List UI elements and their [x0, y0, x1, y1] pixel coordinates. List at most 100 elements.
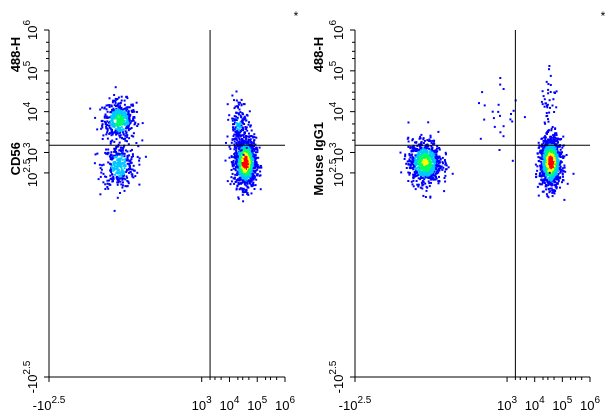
- event-point: [126, 168, 128, 171]
- event-point: [563, 166, 566, 169]
- event-point: [235, 125, 238, 128]
- event-point: [553, 111, 556, 113]
- event-point: [429, 165, 432, 168]
- event-point: [241, 190, 244, 193]
- event-point: [100, 164, 103, 167]
- event-point: [232, 117, 235, 120]
- event-point: [247, 156, 250, 159]
- event-point: [423, 153, 426, 155]
- event-point: [235, 160, 237, 163]
- event-point: [548, 111, 551, 114]
- event-point: [238, 163, 241, 165]
- event-point: [425, 172, 428, 175]
- event-point: [242, 156, 245, 159]
- x-tick-base: 10: [525, 398, 539, 413]
- corner-mark: *: [601, 9, 606, 23]
- event-point: [236, 116, 239, 119]
- event-point: [107, 148, 110, 151]
- event-point: [236, 172, 239, 175]
- event-point: [436, 147, 439, 150]
- event-point: [562, 157, 565, 159]
- event-point: [549, 187, 552, 190]
- event-point: [542, 95, 545, 98]
- event-point: [546, 195, 549, 198]
- event-point: [246, 168, 248, 171]
- event-point: [409, 159, 411, 162]
- event-point: [254, 151, 257, 154]
- event-point: [253, 158, 256, 161]
- event-point: [555, 168, 558, 171]
- event-point: [540, 175, 543, 178]
- event-point: [239, 142, 242, 145]
- event-point: [545, 154, 548, 157]
- y-tick-base: 10: [331, 148, 346, 162]
- event-point: [238, 142, 241, 145]
- event-point: [428, 170, 431, 173]
- event-point: [407, 180, 410, 182]
- event-point: [236, 139, 239, 142]
- event-point: [552, 155, 555, 158]
- event-point: [245, 184, 248, 187]
- event-point: [421, 171, 424, 174]
- event-point: [122, 120, 125, 123]
- y-tick-base: 10: [25, 148, 40, 162]
- event-point: [557, 173, 560, 176]
- event-point: [120, 95, 123, 98]
- event-point: [447, 166, 450, 169]
- event-point: [114, 161, 117, 163]
- event-point: [412, 179, 415, 182]
- event-point: [141, 122, 144, 125]
- event-point: [412, 173, 415, 176]
- event-point: [230, 156, 233, 159]
- event-point: [246, 114, 249, 117]
- event-point: [111, 125, 114, 128]
- event-point: [540, 166, 543, 169]
- event-point: [99, 175, 102, 178]
- event-point: [125, 132, 128, 135]
- event-point: [430, 164, 432, 166]
- event-point: [128, 120, 131, 123]
- event-point: [134, 122, 136, 125]
- event-point: [234, 126, 237, 129]
- x-tick-exponent: 4: [539, 395, 545, 406]
- event-point: [553, 152, 555, 155]
- event-point: [99, 108, 102, 111]
- event-point: [111, 133, 114, 136]
- event-point: [429, 152, 432, 154]
- event-point: [438, 148, 441, 151]
- event-point: [245, 177, 248, 180]
- event-point: [417, 185, 420, 188]
- event-point: [543, 174, 546, 177]
- event-point: [122, 147, 124, 150]
- event-point: [120, 146, 122, 149]
- event-point: [430, 156, 433, 159]
- event-point: [242, 142, 245, 145]
- event-point: [247, 163, 250, 166]
- event-point: [421, 187, 424, 190]
- event-point: [251, 184, 254, 187]
- event-point: [548, 138, 551, 141]
- event-point: [414, 168, 417, 170]
- event-point: [552, 98, 555, 101]
- event-point: [431, 178, 434, 181]
- event-point: [120, 154, 123, 157]
- event-point: [542, 142, 545, 145]
- event-point: [115, 123, 118, 126]
- event-point: [553, 175, 556, 178]
- event-point: [232, 129, 235, 132]
- event-point: [416, 149, 419, 152]
- event-point: [543, 182, 546, 184]
- event-point: [548, 154, 551, 157]
- event-point: [125, 106, 128, 109]
- event-point: [419, 164, 422, 167]
- event-point: [117, 96, 120, 99]
- event-point: [113, 209, 116, 212]
- event-point: [125, 171, 128, 173]
- event-point: [241, 173, 244, 176]
- event-point: [420, 157, 423, 160]
- event-point: [546, 106, 549, 109]
- event-point: [539, 183, 542, 186]
- event-point: [246, 166, 249, 168]
- event-point: [413, 171, 416, 174]
- event-point: [125, 175, 128, 178]
